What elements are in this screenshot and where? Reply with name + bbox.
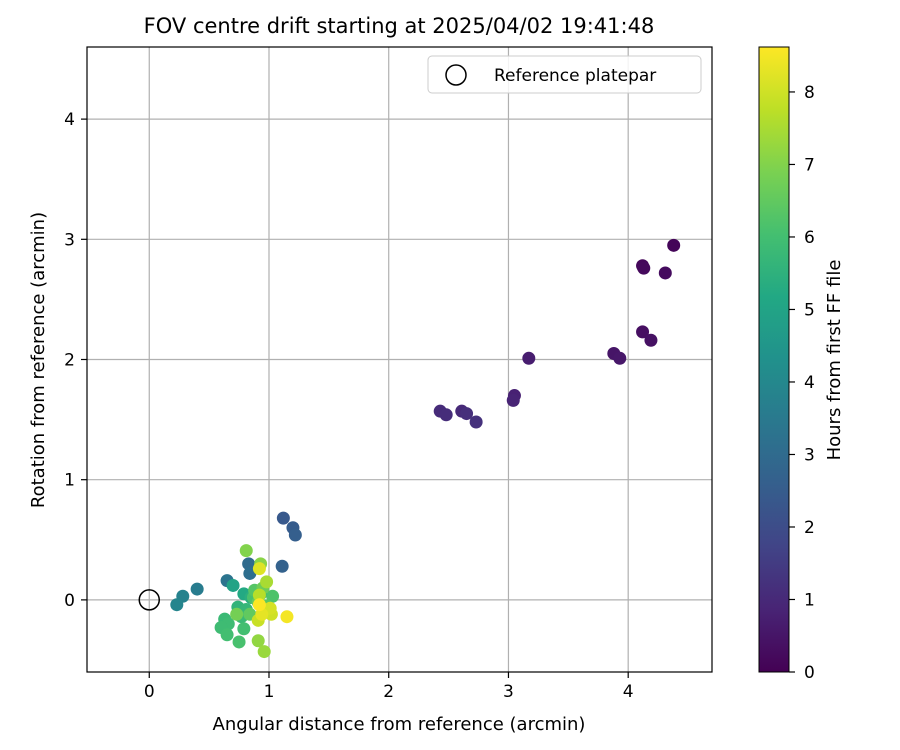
x-tick-label: 1 — [264, 682, 275, 702]
scatter-point — [667, 238, 681, 252]
colorbar: 0 1 2 3 4 5 6 7 8 Hours from first FF file — [758, 46, 845, 683]
chart-title: FOV centre drift starting at 2025/04/02 … — [144, 14, 655, 38]
colorbar-tick-label: 1 — [804, 590, 815, 610]
scatter-point — [439, 408, 453, 422]
y-tick-label: 4 — [64, 110, 75, 130]
colorbar-label: Hours from first FF file — [824, 260, 845, 461]
x-tick-label: 4 — [623, 682, 634, 702]
scatter-point — [170, 598, 184, 612]
y-tick-label: 3 — [64, 230, 75, 250]
colorbar-tick-label: 7 — [804, 155, 815, 175]
scatter-point — [239, 544, 253, 558]
scatter-point — [252, 588, 266, 602]
scatter-point — [460, 407, 474, 421]
scatter-point — [226, 578, 240, 592]
colorbar-gradient — [758, 46, 790, 673]
scatter-point — [220, 628, 234, 642]
scatter-point — [260, 575, 274, 589]
scatter-point — [232, 635, 246, 649]
axis-ticks: 0 1 2 3 4 0 1 2 3 4 — [64, 110, 633, 702]
y-tick-label: 1 — [64, 471, 75, 491]
y-tick-label: 2 — [64, 351, 75, 371]
grid-lines — [87, 47, 712, 672]
scatter-point — [275, 559, 289, 573]
scatter-point — [257, 645, 271, 659]
scatter-point — [252, 598, 266, 612]
colorbar-tick-label: 3 — [804, 445, 815, 465]
legend: Reference platepar — [427, 55, 702, 94]
colorbar-tick-label: 0 — [804, 663, 815, 683]
x-tick-label: 3 — [503, 682, 514, 702]
scatter-point — [243, 566, 257, 580]
colorbar-ticks: 0 1 2 3 4 5 6 7 8 — [789, 83, 815, 683]
scatter-point — [506, 393, 520, 407]
scatter-point — [190, 582, 204, 596]
scatter-point — [237, 622, 251, 636]
colorbar-tick-label: 8 — [804, 83, 815, 103]
colorbar-tick-label: 4 — [804, 373, 815, 393]
scatter-point — [230, 607, 244, 621]
legend-entry-label: Reference platepar — [494, 66, 656, 86]
data-points — [138, 238, 681, 659]
scatter-point — [242, 557, 256, 571]
colorbar-tick-label: 2 — [804, 518, 815, 538]
scatter-point — [251, 634, 265, 648]
scatter-point — [636, 325, 650, 339]
x-tick-label: 0 — [144, 682, 155, 702]
scatter-point — [266, 589, 280, 603]
scatter-point — [288, 528, 302, 542]
legend-marker — [445, 64, 467, 86]
colorbar-tick-label: 6 — [804, 228, 815, 248]
x-tick-label: 2 — [383, 682, 394, 702]
x-axis-label: Angular distance from reference (arcmin) — [213, 714, 586, 735]
scatter-point — [637, 261, 651, 275]
scatter-point — [280, 610, 294, 624]
y-tick-label: 0 — [64, 591, 75, 611]
scatter-point — [469, 415, 483, 429]
scatter-point — [252, 562, 266, 576]
reference-platepar-marker — [138, 589, 161, 611]
y-axis-label: Rotation from reference (arcmin) — [28, 212, 49, 508]
colorbar-tick-label: 5 — [804, 300, 815, 320]
scatter-point — [276, 511, 290, 525]
scatter-point — [658, 266, 672, 280]
legend-box — [427, 55, 702, 94]
scatter-point — [613, 351, 627, 365]
scatter-point — [522, 351, 536, 365]
scatter-point — [644, 333, 658, 347]
